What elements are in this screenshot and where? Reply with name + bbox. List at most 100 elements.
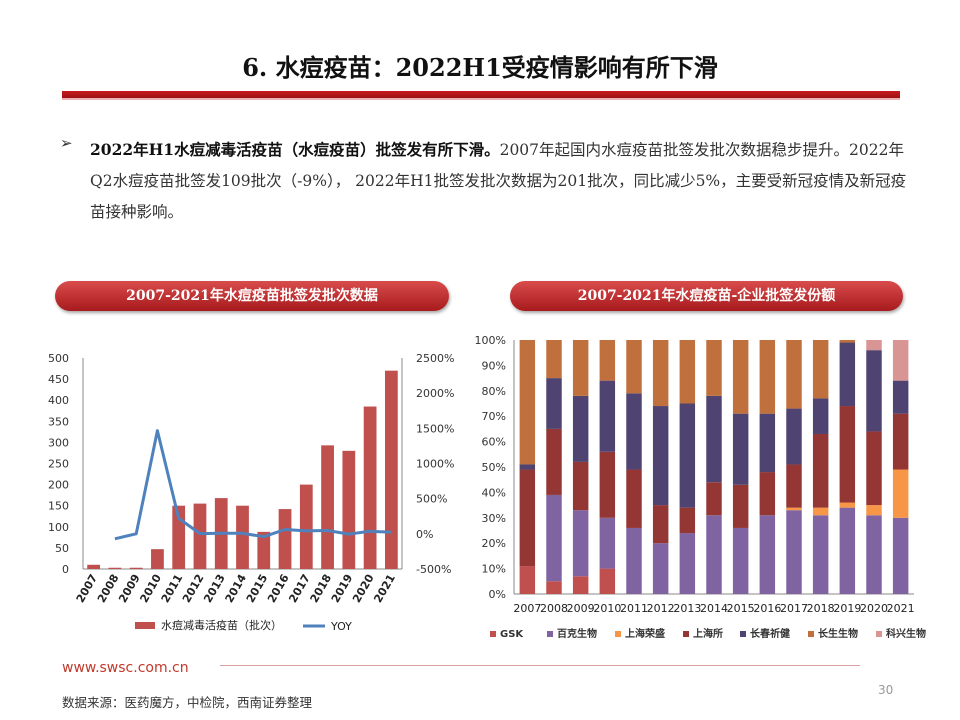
segment-2007 xyxy=(519,340,536,465)
y-tick-label: 200 xyxy=(48,479,69,492)
y-tick-label: 100% xyxy=(475,334,506,347)
footer-divider xyxy=(220,665,860,666)
segment-2015 xyxy=(732,413,749,485)
segment-2009 xyxy=(572,395,589,462)
y-tick-label: 50 xyxy=(55,542,69,555)
y2-tick-label: 1000% xyxy=(416,458,454,471)
segment-2008 xyxy=(546,340,562,379)
segment-2018 xyxy=(812,340,829,399)
segment-2010 xyxy=(599,380,616,452)
bar-2009 xyxy=(129,567,143,569)
data-source: 数据来源：医药魔方，中检院，西南证券整理 xyxy=(62,695,313,710)
y-tick-label: 0 xyxy=(62,563,69,576)
y-tick-label: 40% xyxy=(482,486,506,499)
segment-2010 xyxy=(599,517,616,569)
y2-tick-label: 500% xyxy=(416,493,447,506)
segment-2008 xyxy=(546,378,562,429)
segment-2019 xyxy=(839,342,856,407)
segment-2008 xyxy=(546,581,562,594)
bar-2020 xyxy=(363,406,377,569)
y-tick-label: 60% xyxy=(482,436,506,449)
legend-swatch xyxy=(740,631,746,637)
segment-2016 xyxy=(759,515,776,594)
legend-swatch xyxy=(490,631,496,637)
segment-2019 xyxy=(839,406,856,503)
x-tick-label: 2019 xyxy=(833,602,861,615)
y-tick-label: 250 xyxy=(48,458,69,471)
legend-swatch xyxy=(808,631,814,637)
bar-2015 xyxy=(257,531,271,569)
segment-2010 xyxy=(599,340,616,381)
segment-2015 xyxy=(732,527,749,594)
company-share-chart: 0%10%20%30%40%50%60%70%80%90%100%2007200… xyxy=(475,334,926,640)
x-tick-label: 2008 xyxy=(540,602,568,615)
segment-2007 xyxy=(519,469,536,567)
segment-2012 xyxy=(652,505,669,544)
batch-release-chart: 0 50 100 150 200 250 300 350 400 450 500 -500% 0% 500… xyxy=(48,352,454,633)
segment-2009 xyxy=(572,340,589,396)
legend-swatch xyxy=(683,631,689,637)
legend-label: 长春祈健 xyxy=(750,627,790,640)
y-tick-label: 80% xyxy=(482,385,506,398)
segment-2008 xyxy=(546,428,562,495)
y-tick-label: 400 xyxy=(48,394,69,407)
y-tick-label: 50% xyxy=(482,461,506,474)
y-tick-label: 0% xyxy=(489,588,506,601)
x-tick-label: 2021 xyxy=(887,602,915,615)
segment-2012 xyxy=(652,340,669,407)
segment-2016 xyxy=(759,472,776,516)
segment-2008 xyxy=(546,494,562,582)
segment-2014 xyxy=(706,482,722,516)
segment-2018 xyxy=(812,433,829,508)
segment-2020 xyxy=(866,431,882,506)
segment-2013 xyxy=(679,533,696,594)
x-tick-label: 2016 xyxy=(753,602,781,615)
bar-2019 xyxy=(342,450,356,569)
segment-2009 xyxy=(572,461,589,511)
segment-2017 xyxy=(786,510,802,594)
segment-2018 xyxy=(812,507,829,516)
bar-2008 xyxy=(108,567,122,569)
segment-2017 xyxy=(786,464,802,508)
bar-2017 xyxy=(299,484,313,569)
segment-2011 xyxy=(626,469,642,528)
y2-tick-label: 0% xyxy=(416,528,433,541)
segment-2009 xyxy=(572,510,589,577)
slide-title: 6. 水痘疫苗：2022H1受疫情影响有所下滑 xyxy=(242,53,718,82)
x-tick-label: 2021 xyxy=(371,572,398,605)
bar-2007 xyxy=(87,564,101,569)
bar-2014 xyxy=(236,505,249,569)
bar-2016 xyxy=(278,509,292,569)
legend-swatch xyxy=(547,631,553,637)
segment-2018 xyxy=(812,398,829,434)
segment-2021 xyxy=(892,469,909,518)
segment-2021 xyxy=(892,340,909,381)
legend-swatch xyxy=(615,631,621,637)
segment-2016 xyxy=(759,413,776,473)
segment-2013 xyxy=(679,340,696,404)
y-tick-label: 150 xyxy=(48,500,69,513)
segment-2013 xyxy=(679,403,696,508)
segment-2011 xyxy=(626,393,642,470)
legend-label: 科兴生物 xyxy=(886,627,926,640)
bar-2018 xyxy=(321,445,334,569)
legend-label: 上海荣盛 xyxy=(625,627,665,640)
y2-tick-label: 1500% xyxy=(416,422,454,435)
segment-2018 xyxy=(812,515,829,594)
summary-bold: 2022年H1水痘减毒活疫苗（水痘疫苗）批签发有所下滑。 xyxy=(90,140,500,159)
x-tick-label: 2014 xyxy=(700,602,728,615)
y-tick-label: 300 xyxy=(48,436,69,449)
bar-2012 xyxy=(193,503,207,569)
x-tick-label: 2013 xyxy=(673,602,701,615)
segment-2010 xyxy=(599,568,616,594)
segment-2014 xyxy=(706,515,722,594)
bar-2021 xyxy=(384,370,398,569)
x-tick-label: 2018 xyxy=(807,602,835,615)
legend-swatch xyxy=(876,631,882,637)
y-tick-label: 100 xyxy=(48,521,69,534)
footer-url[interactable]: www.swsc.com.cn xyxy=(62,660,189,676)
yoy-line xyxy=(114,429,392,541)
segment-2020 xyxy=(866,505,882,516)
segment-2020 xyxy=(866,350,882,432)
x-tick-label: 2012 xyxy=(647,602,675,615)
